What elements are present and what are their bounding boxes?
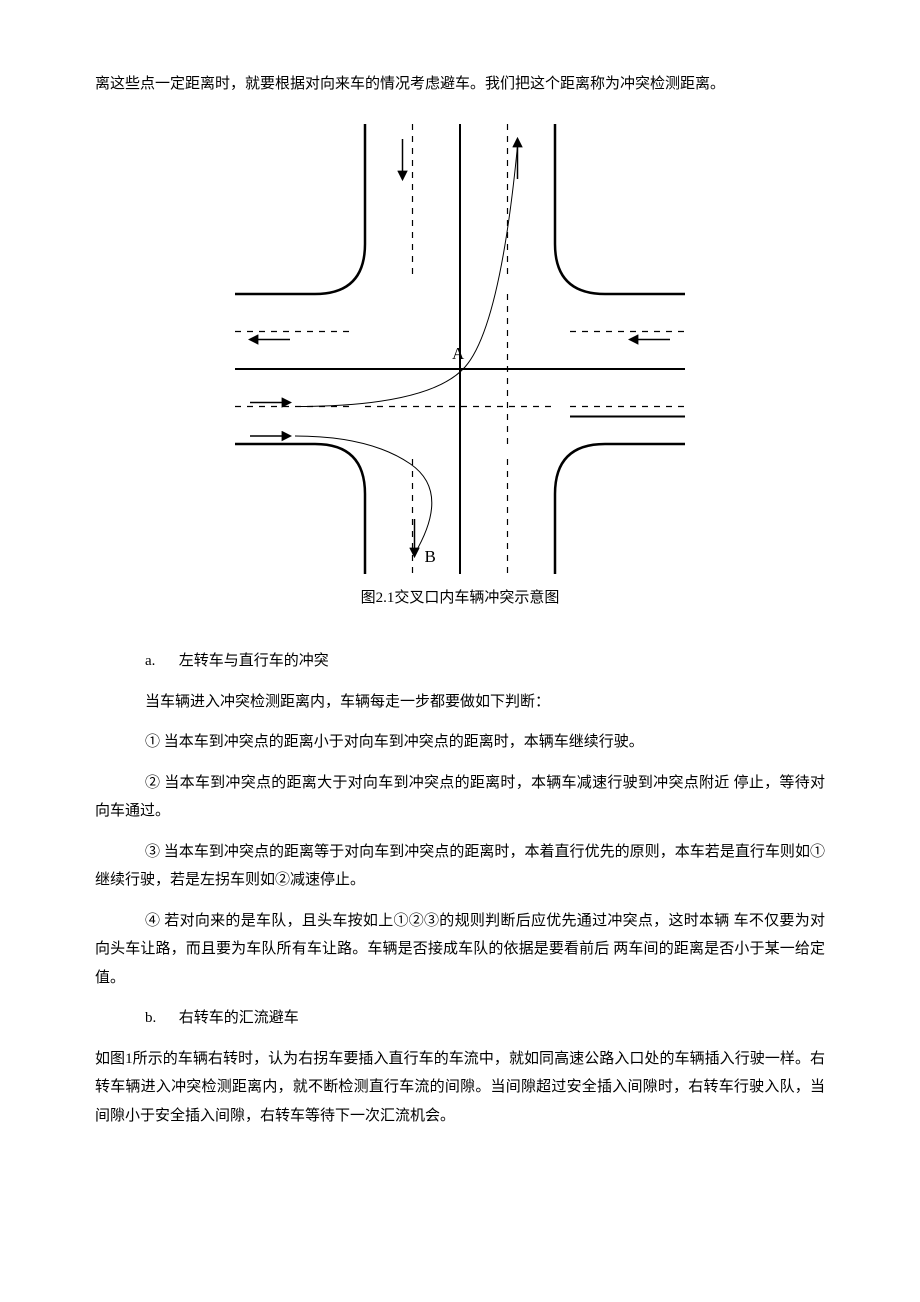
svg-text:A: A xyxy=(452,344,465,363)
svg-text:B: B xyxy=(425,547,436,566)
diagram-caption: 图2.1交叉口内车辆冲突示意图 xyxy=(95,584,825,613)
section-a-title: 左转车与直行车的冲突 xyxy=(179,653,329,669)
section-a-item1: ① 当本车到冲突点的距离小于对向车到冲突点的距离时，本辆车继续行驶。 xyxy=(145,728,825,757)
section-a-header: a. 左转车与直行车的冲突 xyxy=(145,647,825,676)
section-a-item2: ② 当本车到冲突点的距离大于对向车到冲突点的距离时，本辆车减速行驶到冲突点附近 … xyxy=(95,769,825,826)
intersection-diagram: AB xyxy=(95,124,825,574)
section-b-title: 右转车的汇流避车 xyxy=(179,1010,299,1026)
section-a-item3: ③ 当本车到冲突点的距离等于对向车到冲突点的距离时，本着直行优先的原则，本车若是… xyxy=(95,838,825,895)
diagram-svg: AB xyxy=(235,124,685,574)
section-b-body: 如图1所示的车辆右转时，认为右拐车要插入直行车的车流中，就如同高速公路入口处的车… xyxy=(95,1045,825,1131)
section-b-header: b. 右转车的汇流避车 xyxy=(145,1004,825,1033)
section-a-item4: ④ 若对向来的是车队，且头车按如上①②③的规则判断后应优先通过冲突点，这时本辆 … xyxy=(95,907,825,993)
section-b-label: b. xyxy=(145,1004,175,1033)
section-a-intro: 当车辆进入冲突检测距离内，车辆每走一步都要做如下判断： xyxy=(145,688,825,717)
section-a-label: a. xyxy=(145,647,175,676)
intro-paragraph: 离这些点一定距离时，就要根据对向来车的情况考虑避车。我们把这个距离称为冲突检测距… xyxy=(95,70,825,99)
